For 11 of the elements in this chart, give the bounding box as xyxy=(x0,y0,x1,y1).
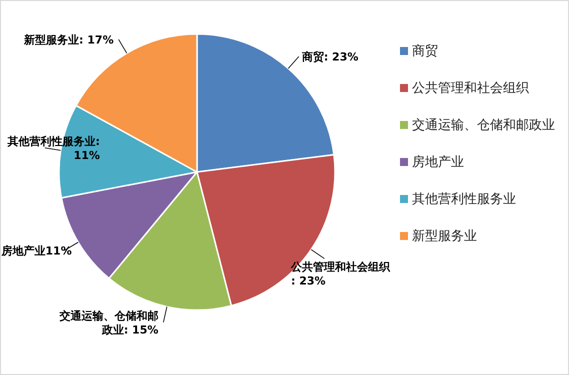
legend-label: 商贸 xyxy=(412,44,438,59)
data-label: 其他营利性服务业: 11% xyxy=(6,134,100,162)
legend-label: 公共管理和社会组织 xyxy=(412,81,529,96)
data-label: 房地产业11% xyxy=(0,244,72,258)
legend-label: 房地产业 xyxy=(412,154,464,170)
legend-label: 其他营利性服务业 xyxy=(412,192,516,207)
legend-label: 新型服务业 xyxy=(412,229,477,244)
legend-label: 交通运输、仓储和邮政业 xyxy=(412,117,555,133)
data-label: 交通运输、仓储和邮政业: 15% xyxy=(58,309,158,336)
data-label: 新型服务业: 17% xyxy=(23,33,114,46)
data-label: 商贸: 23% xyxy=(300,50,358,64)
